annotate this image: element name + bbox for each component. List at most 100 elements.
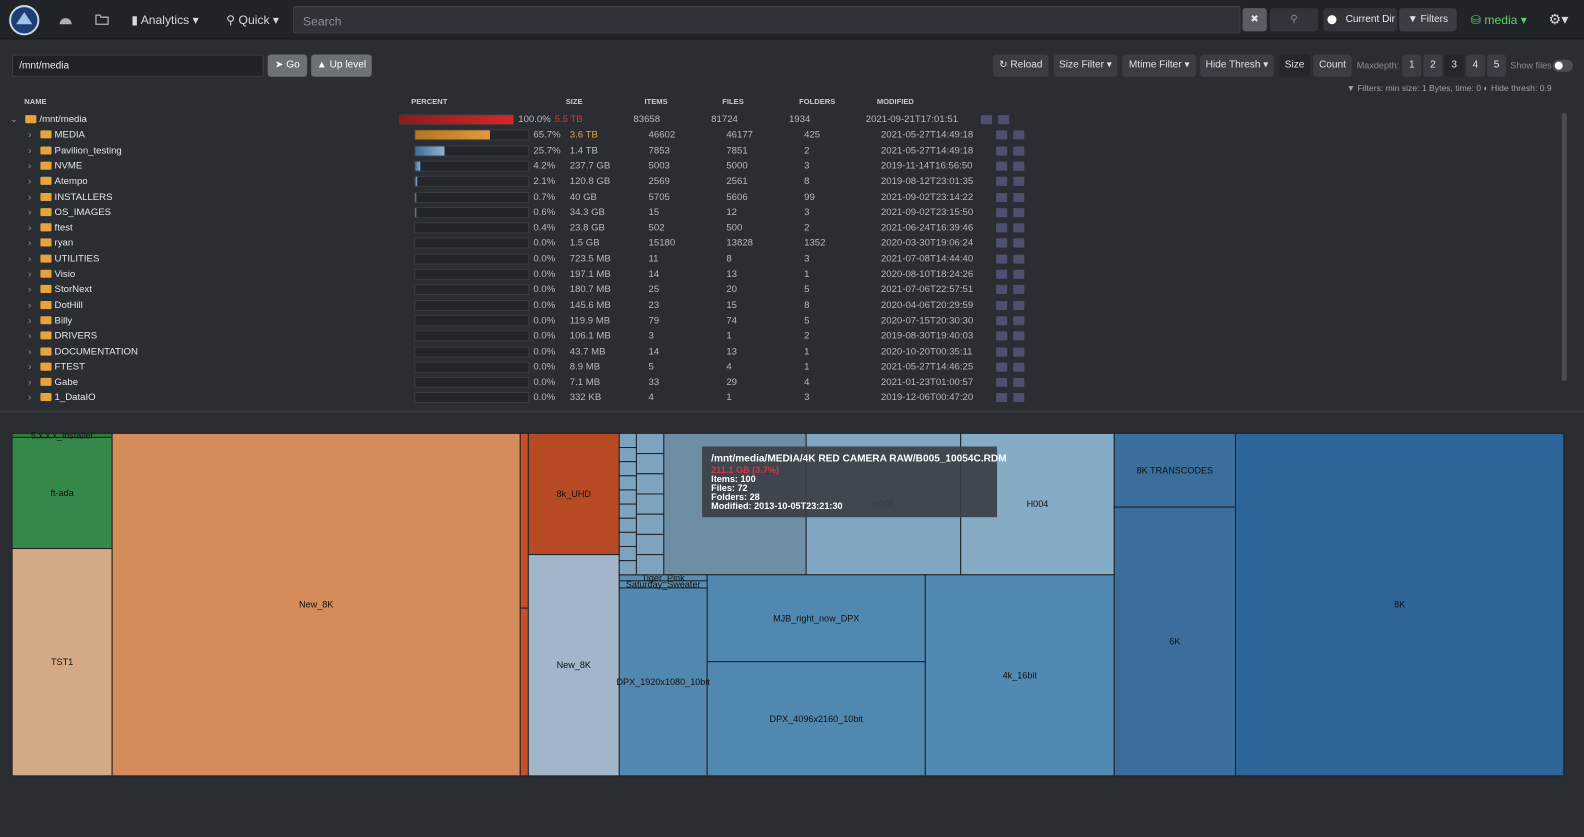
open-icon[interactable] (1013, 130, 1025, 140)
expand-arrow[interactable]: › (28, 376, 32, 388)
open-icon[interactable] (1013, 238, 1025, 248)
go-button[interactable]: ➤ Go (267, 54, 308, 77)
clear-button[interactable]: ✖ (1242, 8, 1267, 32)
search-icon[interactable] (996, 269, 1008, 279)
size-button[interactable]: Size (1278, 54, 1311, 77)
filters-button[interactable]: ▼ Filters (1399, 8, 1457, 32)
mtime-filter-button[interactable]: Mtime Filter ▾ (1122, 54, 1197, 77)
search-icon[interactable] (996, 130, 1008, 140)
depth-button[interactable]: 3 (1444, 54, 1464, 77)
depth-button[interactable]: 1 (1402, 54, 1422, 77)
expand-arrow[interactable]: › (28, 268, 32, 279)
open-icon[interactable] (1013, 300, 1025, 310)
expand-arrow[interactable]: › (28, 206, 32, 217)
folder-name[interactable]: 1_DataIO (54, 392, 96, 404)
folder-name[interactable]: OS_IMAGES (54, 206, 112, 218)
folder-name[interactable]: Atempo (54, 175, 88, 188)
search-icon[interactable] (996, 238, 1008, 248)
open-icon[interactable] (1013, 146, 1025, 156)
logo[interactable] (8, 4, 40, 36)
folder-name[interactable]: /mnt/media (39, 114, 87, 126)
folder-name[interactable]: FTEST (54, 361, 85, 373)
folder-name[interactable]: NVME (54, 160, 83, 172)
folder-name[interactable]: UTILITIES (54, 253, 100, 265)
dashboard-icon[interactable] (59, 13, 73, 25)
search-icon[interactable] (996, 254, 1008, 264)
open-icon[interactable] (1013, 269, 1025, 279)
search-icon[interactable] (996, 362, 1008, 372)
depth-button[interactable]: 4 (1465, 54, 1485, 77)
expand-arrow[interactable]: › (28, 160, 32, 171)
expand-arrow[interactable]: › (28, 237, 32, 248)
expand-arrow[interactable]: › (28, 392, 32, 403)
folder-name[interactable]: Billy (54, 315, 73, 327)
folder-name[interactable]: Gabe (54, 376, 79, 389)
size-filter-button[interactable]: Size Filter ▾ (1053, 54, 1118, 77)
open-icon[interactable] (1013, 192, 1025, 202)
depth-button[interactable]: 2 (1423, 54, 1443, 77)
up-level-button[interactable]: ▲ Up level (311, 54, 372, 77)
open-icon[interactable] (1013, 223, 1025, 233)
folder-name[interactable]: StorNext (54, 284, 92, 296)
hide-thresh-button[interactable]: Hide Thresh ▾ (1200, 54, 1274, 77)
folder-name[interactable]: INSTALLERS (54, 191, 113, 203)
folder-name[interactable]: ftest (54, 222, 73, 234)
count-button[interactable]: Count (1313, 54, 1352, 77)
folder-name[interactable]: ryan (54, 237, 74, 249)
search-icon[interactable] (996, 285, 1008, 295)
open-icon[interactable] (1013, 285, 1025, 295)
open-icon[interactable] (1013, 377, 1025, 388)
folder-icon[interactable] (95, 13, 109, 25)
open-icon[interactable] (1013, 176, 1025, 187)
search-icon[interactable] (996, 192, 1008, 202)
search-icon[interactable] (996, 300, 1008, 310)
expand-arrow[interactable]: › (28, 145, 32, 156)
settings-menu[interactable]: ⚙▾ (1548, 11, 1569, 28)
folder-name[interactable]: DRIVERS (54, 330, 98, 342)
search-icon[interactable] (996, 146, 1008, 156)
open-icon[interactable] (1013, 347, 1025, 357)
expand-arrow[interactable]: › (28, 175, 32, 187)
expand-arrow[interactable]: › (28, 330, 32, 341)
open-icon[interactable] (1013, 161, 1025, 171)
expand-arrow[interactable]: › (28, 222, 32, 233)
folder-name[interactable]: DotHill (54, 299, 83, 311)
folder-name[interactable]: DOCUMENTATION (54, 345, 138, 358)
search-icon[interactable] (996, 347, 1008, 357)
open-icon[interactable] (1013, 362, 1025, 372)
expand-arrow[interactable]: › (28, 345, 32, 357)
quick-menu[interactable]: ⚲ Quick ▾ (226, 13, 279, 28)
expand-arrow[interactable]: › (28, 361, 32, 372)
search-icon[interactable] (980, 115, 993, 125)
search-icon[interactable] (996, 316, 1008, 326)
expand-arrow[interactable]: › (28, 253, 32, 264)
expand-arrow[interactable]: › (28, 299, 32, 310)
open-icon[interactable] (998, 115, 1010, 125)
expand-arrow[interactable]: › (28, 284, 32, 295)
search-icon[interactable] (996, 161, 1008, 171)
expand-arrow[interactable]: › (28, 315, 32, 326)
search-icon[interactable] (996, 207, 1008, 217)
open-icon[interactable] (1013, 207, 1025, 217)
search-icon[interactable] (996, 176, 1008, 187)
expand-arrow[interactable]: ⌄ (10, 114, 18, 125)
search-icon[interactable] (996, 377, 1008, 388)
search-icon[interactable] (996, 331, 1008, 341)
show-files-toggle[interactable] (1552, 59, 1573, 72)
open-icon[interactable] (1013, 254, 1025, 264)
analytics-menu[interactable]: ▮ Analytics ▾ (131, 13, 199, 28)
path-input[interactable]: /mnt/media (12, 54, 264, 77)
folder-name[interactable]: Pavilion_testing (54, 145, 122, 157)
search-input[interactable]: Search (292, 6, 1241, 34)
current-dir-toggle[interactable]: Current Dir (1323, 8, 1398, 32)
depth-button[interactable]: 5 (1487, 54, 1507, 77)
open-icon[interactable] (1013, 316, 1025, 326)
expand-arrow[interactable]: › (28, 191, 32, 202)
reload-button[interactable]: ↻ Reload (993, 54, 1049, 77)
expand-arrow[interactable]: › (28, 129, 32, 140)
open-icon[interactable] (1013, 393, 1025, 403)
search-icon[interactable] (996, 223, 1008, 233)
search-button[interactable]: ⚲ (1269, 8, 1319, 32)
folder-name[interactable]: MEDIA (54, 129, 85, 141)
open-icon[interactable] (1013, 331, 1025, 341)
